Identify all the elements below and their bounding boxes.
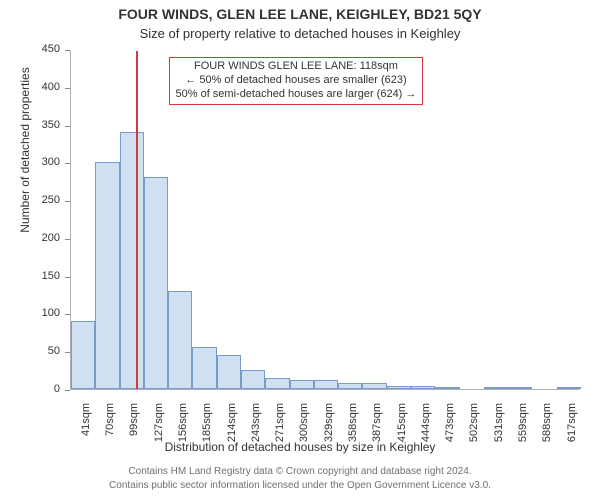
y-tick-label: 100: [0, 307, 60, 319]
histogram-bar: [338, 383, 362, 389]
histogram-bar: [168, 291, 192, 389]
histogram-bar: [484, 387, 508, 389]
histogram-bar: [435, 387, 459, 389]
marker-line: [136, 51, 138, 389]
marker-annotation: FOUR WINDS GLEN LEE LANE: 118sqm← 50% of…: [169, 57, 424, 105]
y-tick-label: 150: [0, 270, 60, 282]
y-tick-label: 50: [0, 345, 60, 357]
plot-area: 41sqm70sqm99sqm127sqm156sqm185sqm214sqm2…: [70, 50, 580, 390]
histogram-bar: [144, 177, 168, 389]
footer-line-1: Contains HM Land Registry data © Crown c…: [0, 466, 600, 477]
y-tick-label: 300: [0, 156, 60, 168]
histogram-bar: [411, 386, 435, 389]
histogram-bar: [192, 347, 216, 389]
y-tick-label: 400: [0, 81, 60, 93]
y-tick-label: 200: [0, 232, 60, 244]
histogram-bar: [120, 132, 144, 389]
footer-line-2: Contains public sector information licen…: [0, 480, 600, 491]
histogram-bar: [387, 386, 411, 389]
histogram-bar: [362, 383, 386, 389]
histogram-bar: [508, 387, 532, 389]
histogram-bar: [71, 321, 95, 389]
y-tick-label: 450: [0, 43, 60, 55]
y-tick-label: 350: [0, 119, 60, 131]
histogram-bar: [314, 380, 338, 389]
histogram-bar: [265, 378, 289, 389]
histogram-bar: [557, 387, 581, 389]
x-axis-caption: Distribution of detached houses by size …: [0, 440, 600, 454]
histogram-bar: [241, 370, 265, 389]
chart-container: FOUR WINDS, GLEN LEE LANE, KEIGHLEY, BD2…: [0, 0, 600, 500]
histogram-bar: [217, 355, 241, 389]
y-tick-label: 250: [0, 194, 60, 206]
histogram-bar: [290, 380, 314, 389]
y-tick-label: 0: [0, 383, 60, 395]
chart-title: FOUR WINDS, GLEN LEE LANE, KEIGHLEY, BD2…: [0, 6, 600, 22]
histogram-bar: [95, 162, 119, 389]
chart-subtitle: Size of property relative to detached ho…: [0, 26, 600, 41]
